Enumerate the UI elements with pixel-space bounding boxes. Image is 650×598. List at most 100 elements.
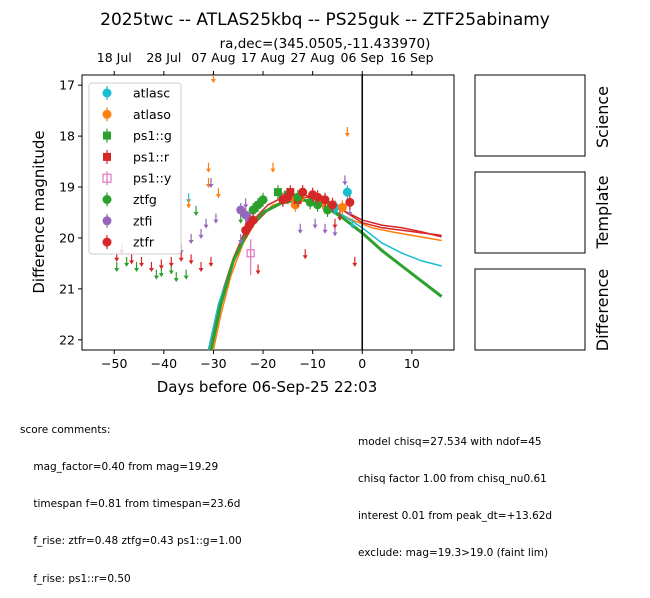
data-point [298,187,308,197]
data-point [286,188,295,197]
data-point [320,195,330,205]
top-tick-label: 18 Jul [97,50,132,65]
legend-marker [102,237,112,247]
template-panel [474,171,586,254]
upper-limit-head [210,79,216,83]
lightcurve-figure: 2025twc -- ATLAS25kbq -- PS25guk -- ZTF2… [30,10,612,396]
data-point [246,249,255,258]
upper-limit-head [188,260,194,265]
y-tick-label: 18 [59,129,75,144]
difference-panel [474,268,586,351]
upper-limit-head [198,267,204,272]
legend-box [88,82,182,255]
upper-limit-head [243,204,249,209]
model-curve [207,196,442,351]
legend-label: ps1::g [133,128,172,143]
x-tick-label: 0 [358,356,366,371]
legend-marker [102,195,112,204]
legend-marker [102,173,112,183]
comment-line: interest 0.01 from peak_dt=+13.62d [358,510,553,523]
score-comments: score comments: mag_factor=0.40 from mag… [20,399,242,598]
comment-line: model chisq=27.534 with ndof=45 [358,435,542,448]
upper-limit-head [193,211,199,216]
upper-limit-head [208,183,214,188]
upper-limit-head [153,275,159,280]
upper-limit-head [297,229,303,234]
upper-limit-head [203,224,209,229]
upper-limit-head [186,204,192,209]
upper-limit-head [255,270,261,275]
data-point [342,187,352,197]
data-point [248,215,258,225]
upper-limit-head [168,270,174,275]
science-label: Science [593,86,612,148]
y-tick-label: 20 [59,230,75,245]
upper-limit-head [344,133,350,138]
upper-limit-head [349,224,355,229]
data-point [258,195,268,205]
upper-limit-head [158,265,164,270]
figure-subtitle: ra,dec=(345.0505,-11.433970) [220,36,431,52]
model-curve [207,199,442,351]
upper-limit-head [215,194,221,199]
top-axis-ticks: 18 Jul 28 Jul 07 Aug 17 Aug 27 Aug 06 Sep 16 S… [97,50,434,75]
y-axis-label: Difference magnitude [30,130,48,293]
x-tick-label: −10 [299,356,325,371]
upper-limit-head [198,234,204,239]
upper-limit-head [173,278,179,283]
y-tick-label: 17 [59,78,75,93]
science-panel [474,74,586,157]
top-tick-label: 17 Aug [241,50,285,65]
data-point [305,197,315,207]
plot-frame [81,74,455,351]
legend-marker [103,152,111,161]
comment-line: chisq factor 1.00 from chisq_nu0.61 [358,473,547,486]
legend-label: ps1::r [133,149,170,164]
legend: atlascatlasops1::gps1::rps1::yztfgztfizt… [88,82,182,255]
upper-limit-head [114,257,120,262]
upper-limit-head [148,267,154,272]
upper-limit-head [168,262,174,267]
upper-limit-head [352,262,358,267]
data-point [345,197,355,207]
legend-marker [103,131,111,140]
legend-label: ztfi [133,213,152,228]
upper-limit-head [183,275,189,280]
x-tick-label: −40 [151,356,177,371]
comment-line: timespan f=0.81 from timespan=23.6d [20,498,241,511]
top-tick-label: 28 Jul [146,50,181,65]
upper-limit-head [238,219,244,224]
upper-limit-head [302,255,308,260]
top-tick-label: 07 Aug [191,50,235,65]
upper-limit-head [322,229,328,234]
template-label: Template [593,175,612,249]
upper-limit-head [158,273,164,278]
upper-limit-head [347,211,353,216]
legend-marker [102,216,112,226]
side-panels: Science Template Difference [474,74,612,351]
x-axis-ticks: −50 −40 −30 −20 −10 0 10 [101,350,420,371]
lightcurve-plot: −50 −40 −30 −20 −10 0 10 17 18 19 20 21 22 18 Jul 28… [59,50,455,371]
upper-limit-head [178,257,184,262]
upper-limit-head [205,168,211,173]
upper-limit-head [129,260,135,265]
comment-line: exclude: mag=19.3>19.0 (faint lim) [358,547,549,560]
x-tick-label: −50 [101,356,127,371]
upper-limit-head [124,262,130,267]
model-curve [209,198,443,351]
y-tick-label: 21 [59,281,75,296]
legend-marker [102,109,112,119]
legend-label: atlaso [133,107,171,122]
upper-limit-head [342,181,348,186]
upper-limit-head [139,262,145,267]
figure-title: 2025twc -- ATLAS25kbq -- PS25guk -- ZTF2… [100,10,550,30]
upper-limit-head [270,168,276,173]
upper-limit-head [208,262,214,267]
comment-line: f_rise: ztfr=0.48 ztfg=0.43 ps1::g=1.00 [20,535,242,548]
x-tick-label: 10 [404,356,420,371]
comment-line: f_rise: ps1::r=0.50 [20,572,131,585]
y-tick-label: 19 [59,180,75,195]
legend-label: ztfg [133,192,157,207]
y-tick-label: 22 [59,332,75,347]
top-tick-label: 27 Aug [290,50,334,65]
